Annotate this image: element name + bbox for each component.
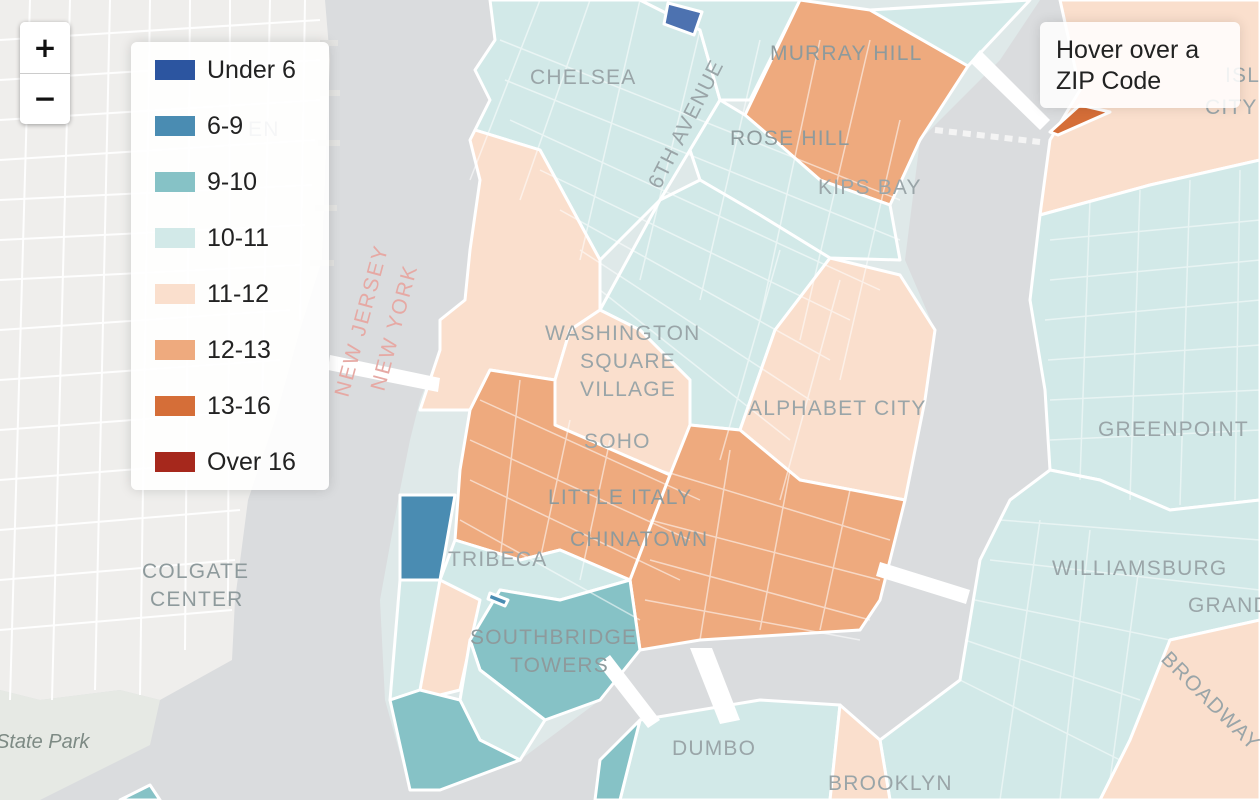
- label-village: VILLAGE: [580, 378, 676, 401]
- label-brooklyn: BROOKLYN: [828, 772, 953, 795]
- label-greenpoint: GREENPOINT: [1098, 418, 1249, 441]
- liberty-park-land: [0, 690, 160, 800]
- legend-item-13-16: 13-16: [155, 391, 271, 421]
- legend-label: 10-11: [207, 223, 270, 252]
- legend-item-9-10: 9-10: [155, 167, 257, 197]
- label-kips-bay: KIPS BAY: [818, 176, 922, 199]
- legend-label: 11-12: [207, 279, 270, 308]
- label-square: SQUARE: [580, 350, 676, 373]
- label-state-park: State Park: [0, 731, 90, 753]
- zip-lic-small[interactable]: [1048, 103, 1112, 137]
- legend-swatch: [155, 228, 195, 248]
- label-southbridge: SOUTHBRIDGE: [470, 626, 637, 649]
- manhattan-street-grid: [459, 0, 901, 641]
- legend-item-under-6: Under 6: [155, 55, 296, 85]
- label-rose-hill: ROSE HILL: [730, 127, 851, 150]
- label-center: CENTER: [150, 588, 244, 611]
- zoom-in-button[interactable]: +: [20, 22, 70, 73]
- zip-red-hook[interactable]: [593, 718, 642, 800]
- zip-small-pier[interactable]: [486, 591, 510, 608]
- zoom-out-button[interactable]: −: [20, 73, 70, 123]
- legend-item-6-9: 6-9: [155, 111, 243, 141]
- zip-west-village[interactable]: [418, 128, 602, 412]
- legend-swatch: [155, 340, 195, 360]
- legend-swatch: [155, 284, 195, 304]
- brooklyn-street-grid: [959, 169, 1260, 800]
- zip-greenpoint[interactable]: [1028, 158, 1260, 512]
- label-washington: WASHINGTON: [545, 322, 701, 345]
- label-soho: SOHO: [584, 430, 651, 453]
- label-murray-hill: MURRAY HILL: [770, 42, 922, 65]
- legend-label: 6-9: [207, 111, 244, 140]
- zip-bushwick[interactable]: [1098, 618, 1260, 800]
- zip-governors[interactable]: [118, 783, 162, 800]
- legend-swatch: [155, 452, 195, 472]
- zip-battery[interactable]: [388, 688, 522, 792]
- zip-rose-hill[interactable]: [688, 98, 902, 262]
- info-box: Hover over a ZIP Code: [1040, 22, 1240, 108]
- legend-label: Over 16: [207, 447, 296, 476]
- label-tribeca: TRIBECA: [448, 548, 547, 571]
- zip-east-midtown[interactable]: [868, 0, 1032, 68]
- info-text: Hover over a ZIP Code: [1056, 36, 1200, 95]
- label-grand-st: GRAND ST: [1188, 594, 1260, 617]
- label-towers: TOWERS: [510, 654, 609, 677]
- zip-brooklyn-heights[interactable]: [828, 703, 892, 800]
- queens-midtown-tunnel-dash: [934, 127, 1041, 145]
- legend-swatch: [155, 396, 195, 416]
- legend-swatch: [155, 60, 195, 80]
- label-alphabet-city: ALPHABET CITY: [748, 397, 927, 420]
- label-colgate: COLGATE: [142, 560, 249, 583]
- label-chinatown: CHINATOWN: [570, 528, 708, 551]
- legend-label: 12-13: [207, 335, 271, 364]
- zip-under6-small[interactable]: [662, 1, 704, 37]
- legend-label: 13-16: [207, 391, 271, 420]
- legend: Under 6 6-9 9-10 10-11 11-12 12-13 13-16…: [131, 42, 329, 490]
- legend-item-11-12: 11-12: [155, 279, 269, 309]
- zoom-control: + −: [20, 22, 70, 124]
- label-chelsea: CHELSEA: [530, 66, 636, 89]
- legend-label: 9-10: [207, 167, 258, 196]
- label-little-italy: LITTLE ITALY: [548, 486, 692, 509]
- legend-item-12-13: 12-13: [155, 335, 271, 365]
- legend-item-over-16: Over 16: [155, 447, 296, 477]
- zip-areas[interactable]: [118, 0, 1260, 800]
- legend-swatch: [155, 116, 195, 136]
- legend-swatch: [155, 172, 195, 192]
- label-dumbo: DUMBO: [672, 737, 756, 760]
- bridges: [328, 50, 1050, 728]
- legend-item-10-11: 10-11: [155, 223, 269, 253]
- label-williamsburg: WILLIAMSBURG: [1052, 557, 1227, 580]
- legend-label: Under 6: [207, 55, 296, 84]
